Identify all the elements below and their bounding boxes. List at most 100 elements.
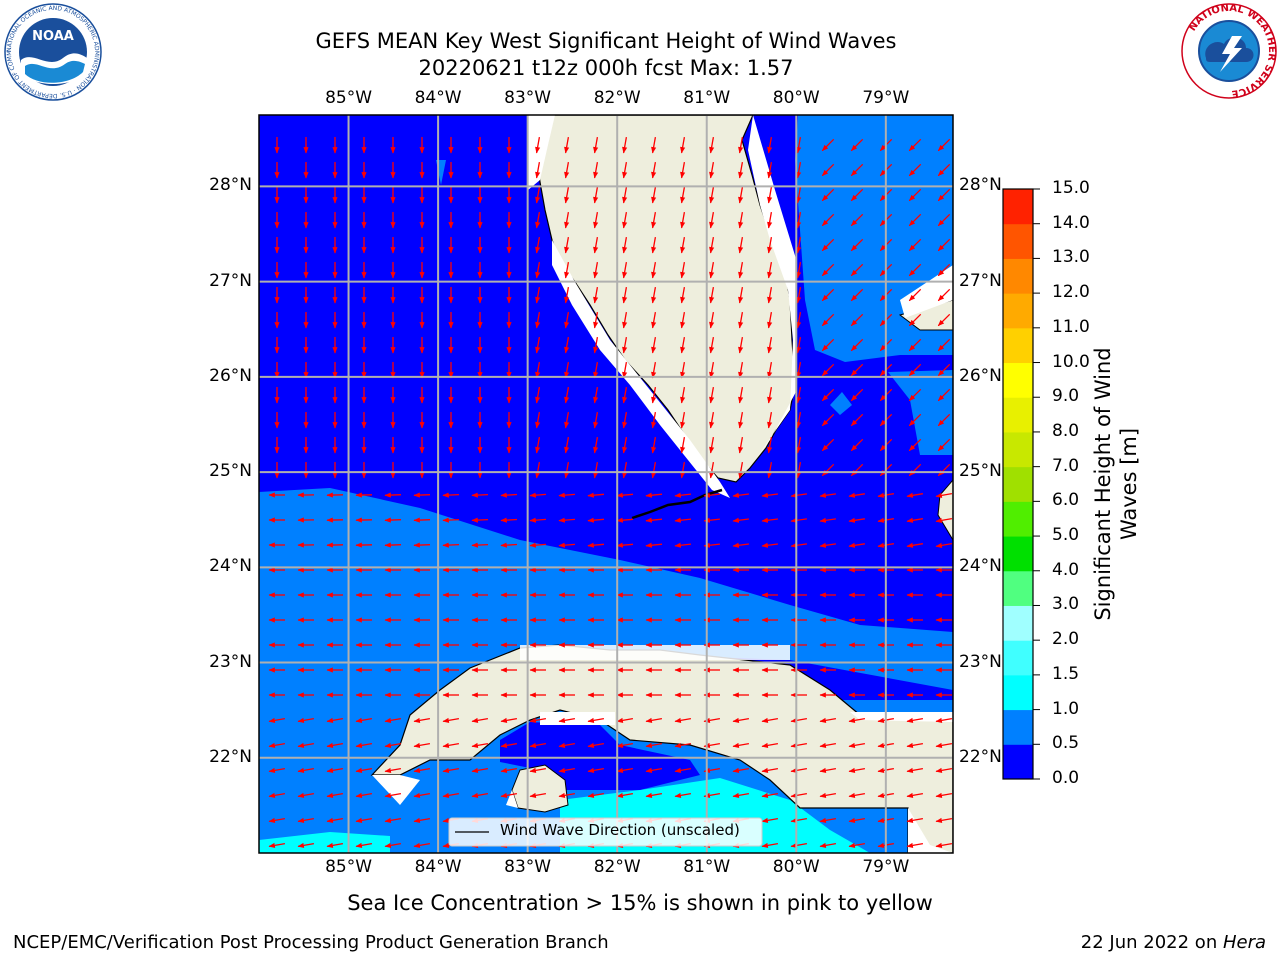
wave-arrow xyxy=(622,436,628,454)
svg-text:NOAA: NOAA xyxy=(32,29,74,44)
wave-arrow xyxy=(355,767,373,773)
wave-arrow xyxy=(587,717,605,723)
wave-arrow xyxy=(906,542,924,548)
wave-arrow xyxy=(906,717,924,723)
wave-arrow xyxy=(908,138,922,152)
wave-arrow xyxy=(268,842,286,848)
wave-arrow xyxy=(471,517,489,523)
wave-arrow xyxy=(384,767,402,773)
wave-arrow xyxy=(937,413,951,427)
noaa-logo-icon: NATIONAL OCEANIC AND ATMOSPHERIC ADMINIS… xyxy=(3,2,102,101)
wave-arrow xyxy=(848,717,866,723)
wave-arrow xyxy=(674,542,692,548)
wave-arrow xyxy=(651,386,657,404)
wave-arrow xyxy=(326,792,344,798)
wave-arrow xyxy=(935,767,953,773)
wave-arrow xyxy=(821,313,835,327)
wave-arrow xyxy=(819,742,837,748)
colorbar-tick-label: 0.0 xyxy=(1052,768,1080,788)
wave-arrow xyxy=(622,186,628,204)
wave-arrow xyxy=(616,492,634,498)
wave-arrow xyxy=(529,717,547,723)
wave-arrow xyxy=(500,492,518,498)
wave-arrow xyxy=(790,817,808,823)
colorbar-tick-label: 1.0 xyxy=(1052,698,1080,719)
lon-tick-label-bottom: 80°W xyxy=(772,857,820,877)
wave-arrow xyxy=(616,542,634,548)
chart-title: GEFS MEAN Key West Significant Height of… xyxy=(315,29,897,53)
wave-arrow xyxy=(413,742,431,748)
wave-arrow xyxy=(709,286,715,304)
wave-arrow xyxy=(906,767,924,773)
wave-arrow xyxy=(767,211,773,229)
wave-arrow xyxy=(790,492,807,498)
chart-subtitle: 20220621 t12z 000h fcst Max: 1.57 xyxy=(418,56,794,80)
wave-arrow xyxy=(821,438,835,452)
colorbar-tick-label: 12.0 xyxy=(1052,282,1090,303)
colorbar-tick-label: 4.0 xyxy=(1052,559,1080,580)
wave-arrow xyxy=(767,261,773,279)
wave-arrow xyxy=(471,492,489,498)
wave-arrow xyxy=(732,492,749,498)
wave-arrow xyxy=(796,311,802,329)
sea-ice-note: Sea Ice Concentration > 15% is shown in … xyxy=(347,891,933,915)
colorbar-segment xyxy=(1003,744,1033,780)
wave-arrow xyxy=(355,717,373,723)
wave-arrow xyxy=(564,286,570,304)
wave-arrow xyxy=(709,311,715,329)
wave-arrow xyxy=(564,211,570,229)
wave-arrow xyxy=(558,517,576,523)
colorbar-segment xyxy=(1003,466,1033,502)
wave-arrow xyxy=(268,792,286,798)
wave-arrow xyxy=(500,792,518,798)
wave-arrow xyxy=(529,792,547,798)
wave-arrow xyxy=(761,842,779,848)
wave-arrow xyxy=(413,542,431,548)
wave-arrow xyxy=(850,313,864,327)
lon-tick-label-bottom: 82°W xyxy=(593,857,641,877)
wave-arrow xyxy=(908,463,922,477)
wave-arrow xyxy=(564,411,570,429)
wave-arrow xyxy=(738,436,744,454)
wave-arrow xyxy=(442,492,460,498)
wave-arrow xyxy=(821,238,835,252)
footer-date: 22 Jun 2022 on Hera xyxy=(1080,932,1266,953)
wave-arrow xyxy=(645,742,663,748)
wave-arrow xyxy=(564,436,570,454)
wave-arrow xyxy=(471,767,489,773)
wave-arrow xyxy=(850,213,864,227)
wave-arrow xyxy=(908,188,922,202)
wave-arrow xyxy=(738,261,744,279)
wave-arrow xyxy=(937,188,951,202)
wave-arrow xyxy=(651,186,657,204)
wave-arrow xyxy=(850,288,864,302)
wave-arrow xyxy=(848,767,866,773)
wave-arrow xyxy=(500,517,518,523)
wave-arrow xyxy=(593,161,599,179)
lat-tick-label-left: 23°N xyxy=(209,651,252,672)
wave-arrow xyxy=(908,388,922,402)
wave-arrow xyxy=(935,517,953,523)
wave-arrow xyxy=(738,336,744,354)
wave-arrow xyxy=(651,436,657,454)
wave-arrow xyxy=(906,517,924,523)
wave-arrow xyxy=(738,136,744,154)
lon-tick-label-bottom: 79°W xyxy=(862,857,910,877)
wave-arrow xyxy=(908,213,922,227)
colorbar-segment xyxy=(1003,189,1033,225)
wave-arrow xyxy=(564,136,570,154)
wave-arrow xyxy=(442,792,460,798)
wave-arrow xyxy=(326,842,344,848)
wave-arrow xyxy=(850,413,864,427)
wave-arrow xyxy=(535,336,541,354)
footer-credit: NCEP/EMC/Verification Post Processing Pr… xyxy=(13,932,609,953)
wave-arrow xyxy=(651,211,657,229)
wave-arrow xyxy=(593,461,599,479)
wave-arrow xyxy=(442,517,460,523)
wave-arrow xyxy=(587,492,605,498)
lon-tick-label-bottom: 81°W xyxy=(683,857,731,877)
wave-arrow xyxy=(906,492,924,498)
wave-arrow xyxy=(558,542,576,548)
wave-arrow xyxy=(761,767,779,773)
wave-arrow xyxy=(587,792,605,798)
